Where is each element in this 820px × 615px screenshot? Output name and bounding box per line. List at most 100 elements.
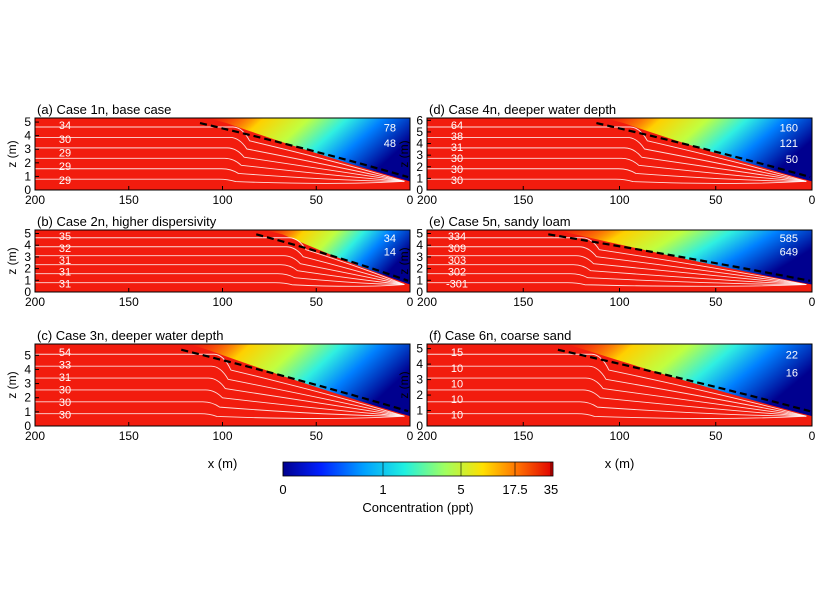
contour-label-left: 33 [59,360,71,372]
streamline [35,273,405,286]
streamline [35,246,405,285]
interface-line [548,233,811,282]
x-tick-label: 150 [119,295,139,309]
x-tick-label: 200 [25,429,45,443]
streamline [427,273,807,286]
panel-title: (f) Case 6n, coarse sand [429,328,571,343]
y-tick-label: 3 [416,373,423,387]
panel-title: (b) Case 2n, higher dispersivity [37,214,217,229]
x-tick-label: 50 [310,193,324,207]
colorbar-bar [282,461,554,477]
colorbar-tick-label: 17.5 [502,482,527,497]
contour-label-left: 29 [59,148,71,160]
x-tick-label: 100 [609,295,629,309]
streamline [35,353,405,417]
y-tick-label: 1 [24,169,31,183]
streamline [35,136,405,182]
y-tick-label: 2 [24,156,31,170]
contour-label-right: 16 [786,368,798,380]
streamline [35,168,405,182]
contour-label-right: 160 [780,122,798,134]
streamline [35,401,405,417]
y-tick-label: 0 [24,285,31,299]
streamline [427,401,807,417]
x-axis-label: x (m) [605,456,635,471]
contour-label-left: 309 [448,243,466,255]
y-tick-label: 2 [24,262,31,276]
x-tick-label: 200 [25,295,45,309]
streamline [427,282,807,287]
streamline [35,147,405,182]
contour-label-right: 22 [786,350,798,362]
streamline [35,178,405,184]
y-tick-label: 0 [416,183,423,197]
y-tick-label: 3 [416,148,423,162]
x-axis-label: x (m) [208,456,238,471]
y-tick-label: 4 [416,137,423,151]
contour-label-right: 34 [384,233,396,245]
y-tick-label: 0 [416,419,423,433]
streamline [427,413,807,419]
streamline [35,377,405,417]
streamline [427,168,807,182]
streamline [427,136,807,182]
contour-label-left: 38 [451,131,463,143]
streamline [35,126,405,182]
x-tick-label: 200 [25,193,45,207]
streamline [35,237,405,285]
streamline [427,264,807,286]
y-axis-label: z (m) [397,371,411,398]
y-tick-label: 0 [24,183,31,197]
colorbar-label: Concentration (ppt) [362,500,473,515]
contour-label-left: 31 [451,142,463,154]
contour-label-left: 34 [59,120,71,132]
contour-label-right: 121 [780,138,798,150]
y-tick-label: 5 [416,227,423,241]
contour-label-left: 31 [59,372,71,384]
contour-label-left: 30 [59,397,71,409]
streamline [427,389,807,417]
y-tick-label: 1 [416,171,423,185]
colorbar-tick-label: 35 [544,482,558,497]
colorbar-tick-label: 0 [279,482,286,497]
contour-label-left: -301 [446,278,468,290]
y-tick-label: 5 [24,227,31,241]
x-tick-label: 150 [513,429,533,443]
contour-label-left: 10 [451,410,463,422]
panel-title: (e) Case 5n, sandy loam [429,214,571,229]
contour-label-left: 30 [59,134,71,146]
contour-label-left: 54 [59,347,71,359]
panel-title: (a) Case 1n, base case [37,102,171,117]
x-tick-label: 200 [417,193,437,207]
streamline [35,365,405,417]
contour-label-left: 31 [59,255,71,267]
y-tick-label: 0 [416,285,423,299]
contour-label-right: 585 [780,233,798,245]
x-tick-label: 0 [809,193,816,207]
streamline [427,157,807,182]
x-tick-label: 50 [310,429,324,443]
contour-label-left: 29 [59,161,71,173]
streamline [427,377,807,417]
y-tick-label: 4 [24,362,31,376]
y-axis-label: z (m) [5,247,19,274]
x-tick-label: 100 [212,295,232,309]
interface-line [596,121,811,179]
y-tick-label: 5 [416,342,423,356]
x-tick-label: 150 [513,295,533,309]
contour-label-left: 32 [59,243,71,255]
x-tick-label: 50 [709,429,723,443]
y-tick-label: 2 [24,391,31,405]
streamline [35,413,405,419]
y-tick-label: 1 [416,273,423,287]
contour-label-left: 30 [451,175,463,187]
interface-line [180,348,409,413]
y-axis-label: z (m) [5,371,19,398]
x-tick-label: 0 [809,429,816,443]
contour-label-right: 78 [384,122,396,134]
